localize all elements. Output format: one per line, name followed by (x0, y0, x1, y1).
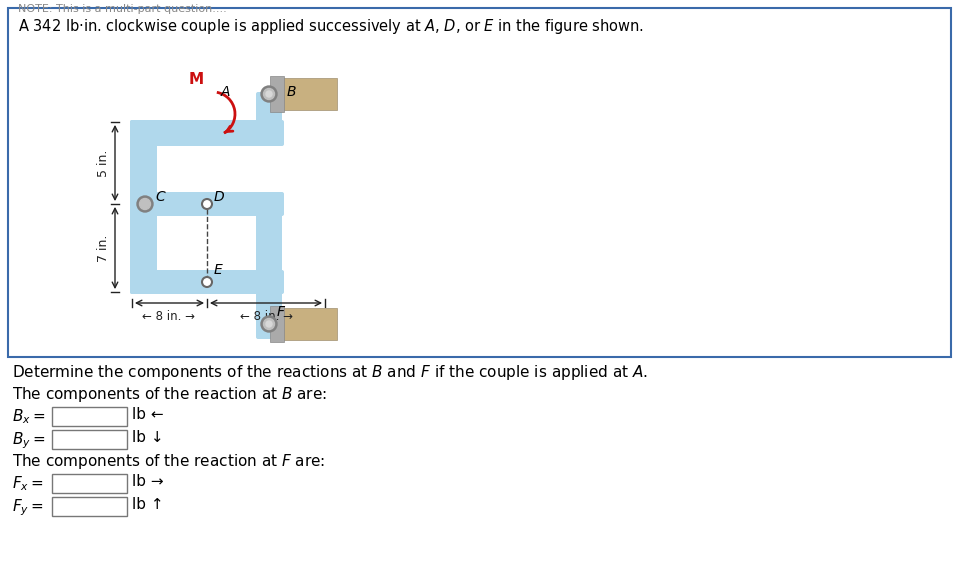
Circle shape (264, 88, 274, 99)
Circle shape (202, 277, 212, 287)
Text: 7 in.: 7 in. (97, 234, 110, 262)
Bar (52, 474, 127, 493)
Text: $D$: $D$ (213, 190, 225, 204)
Text: $A$: $A$ (220, 85, 231, 99)
Bar (282, 78, 337, 110)
Bar (270, 306, 284, 342)
Text: A 342 lb·in. clockwise couple is applied successively at $A$, $D$, or $E$ in the: A 342 lb·in. clockwise couple is applied… (18, 17, 644, 36)
Bar (8, 8, 951, 357)
Text: The components of the reaction at $B$ are:: The components of the reaction at $B$ ar… (12, 385, 327, 404)
Circle shape (266, 91, 272, 97)
Text: $B$: $B$ (286, 85, 296, 99)
FancyBboxPatch shape (256, 192, 282, 294)
Text: The components of the reaction at $F$ are:: The components of the reaction at $F$ ar… (12, 452, 325, 471)
Text: $C$: $C$ (155, 190, 167, 204)
Text: $F_y=$: $F_y=$ (12, 497, 44, 518)
Text: $B_x=$: $B_x=$ (12, 407, 45, 425)
Circle shape (139, 198, 151, 210)
FancyBboxPatch shape (130, 192, 284, 216)
Circle shape (202, 199, 212, 209)
Bar (270, 76, 284, 112)
FancyBboxPatch shape (130, 270, 284, 294)
Text: lb ←: lb ← (132, 407, 164, 422)
FancyBboxPatch shape (130, 120, 157, 294)
Bar (52, 430, 127, 449)
Text: 5 in.: 5 in. (97, 149, 110, 176)
FancyBboxPatch shape (130, 120, 284, 146)
Circle shape (261, 316, 277, 332)
Text: Determine the components of the reactions at $B$ and $F$ if the couple is applie: Determine the components of the reaction… (12, 363, 648, 382)
Circle shape (264, 319, 274, 329)
Text: $E$: $E$ (213, 263, 223, 277)
Text: lb →: lb → (132, 474, 164, 489)
Text: M: M (188, 72, 203, 87)
Text: NOTE: This is a multi-part question....: NOTE: This is a multi-part question.... (18, 4, 226, 14)
Circle shape (137, 196, 153, 212)
Text: lb ↓: lb ↓ (132, 430, 164, 445)
Text: ← 8 in. →: ← 8 in. → (143, 310, 196, 323)
Bar (52, 407, 127, 426)
Bar (282, 308, 337, 340)
Text: $F$: $F$ (276, 305, 286, 319)
Circle shape (266, 321, 272, 327)
Text: ← 8 in. →: ← 8 in. → (240, 310, 292, 323)
Bar (52, 497, 127, 516)
Text: $F_x=$: $F_x=$ (12, 474, 44, 493)
Circle shape (261, 86, 277, 102)
Text: lb ↑: lb ↑ (132, 497, 164, 512)
Text: $B_y=$: $B_y=$ (12, 430, 45, 451)
FancyBboxPatch shape (256, 287, 282, 339)
FancyBboxPatch shape (256, 92, 282, 146)
